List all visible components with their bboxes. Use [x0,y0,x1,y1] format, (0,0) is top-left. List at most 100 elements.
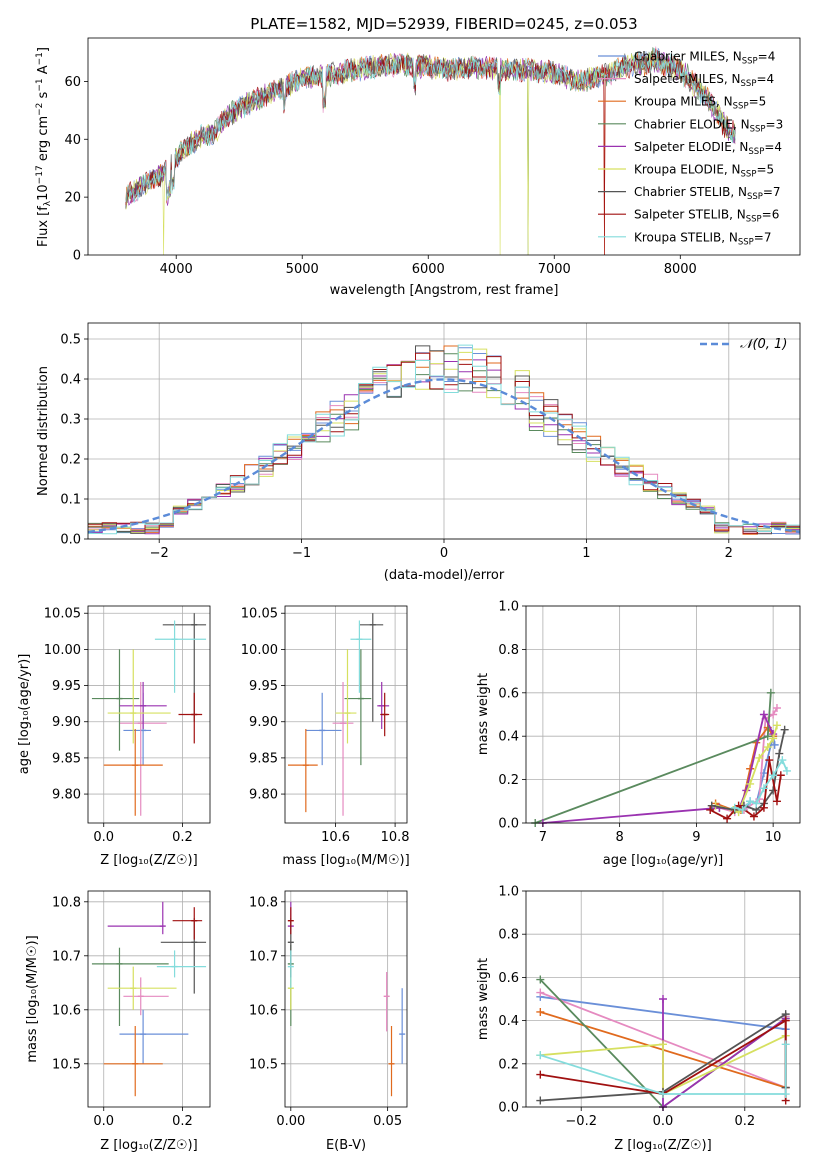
y-tick-label: 9.85 [249,751,278,766]
weight-marker [759,710,768,719]
weight-marker [536,975,545,984]
residuals-ylabel: Normed distribution [36,366,51,496]
mass-vs-ebv-panel: 0.00 0.05 10.5 10.6 10.7 10.8 E(B-V) [249,890,408,1153]
weight-marker [707,801,716,810]
weight-marker [659,1040,667,1049]
weight-marker [781,1040,790,1049]
y-tick-label: 10.8 [249,895,278,910]
x-tick-label: 6000 [412,262,445,277]
y-tick-label: 0.6 [498,971,519,986]
x-tick-label: −0.2 [565,1114,597,1129]
y-tick-label: 9.80 [249,788,278,803]
y-tick-label: 0.2 [498,773,519,788]
mass-vs-z-xlabel: Z [log₁₀(Z/Z☉)] [100,1138,197,1153]
y-tick-label: 0.1 [60,493,81,508]
weight-marker [749,812,758,821]
weight-vs-age-panel: 7 8 9 10 0.0 0.2 0.4 0.6 0.8 1.0 age [log₁₀(age/y… [476,600,801,868]
weight-marker [759,803,768,812]
x-tick-label: −1 [292,546,311,561]
y-tick-label: 1.0 [498,885,519,900]
weight-vs-z-ylabel: mass weight [476,958,491,1040]
legend-entry: Kroupa STELIB, NSSP=7 [634,230,772,247]
x-tick-label: 0.0 [93,1114,114,1129]
y-tick-label: 0.6 [498,686,519,701]
weight-marker [738,805,747,814]
y-tick-label: 9.95 [52,679,81,694]
residuals-xlabel: (data-model)/error [384,568,505,583]
weight-marker [536,988,545,997]
y-tick-label: 40 [64,133,81,148]
y-tick-label: 0.0 [60,533,81,548]
weight-vs-z-panel: −0.2 0.0 0.2 0.0 0.2 0.4 0.6 0.8 1.0 Z [log₁₀(Z/… [476,885,801,1153]
weight-marker [659,1090,667,1099]
y-tick-label: 10.00 [44,643,81,658]
weight-marker [772,703,781,712]
legend-entry: Salpeter ELODIE, NSSP=4 [634,140,782,157]
weight-series-line [734,758,788,812]
weight-marker [769,734,778,743]
y-tick-label: 1.0 [498,600,519,615]
weight-marker [769,710,778,719]
y-tick-label: 9.90 [249,715,278,730]
legend-entry: Chabrier STELIB, NSSP=7 [634,185,781,202]
mass-vs-z-ylabel: mass [log₁₀(M/M☉)] [25,935,40,1062]
weight-vs-age-frame [525,605,801,824]
age-vs-mass-xlabel: mass [log₁₀(M/M☉)] [282,853,409,868]
x-tick-label: 4000 [160,262,193,277]
y-tick-label: 20 [64,191,81,206]
x-tick-label: −2 [150,546,169,561]
weight-marker [746,797,755,806]
spectrum-series-line [125,51,736,209]
x-tick-label: 1 [582,546,590,561]
gaussian-legend-label: 𝒩(0, 1) [740,337,787,352]
y-tick-label: 0.0 [498,817,519,832]
weight-series-line [709,759,782,820]
y-tick-label: 10.7 [249,949,278,964]
y-tick-label: 9.80 [52,788,81,803]
x-tick-label: 0.2 [172,830,193,845]
weight-marker [770,740,779,749]
spectrum-frame [87,37,801,256]
weight-marker [536,1070,545,1079]
weight-marker [763,732,772,741]
weight-marker [776,771,785,780]
mass-vs-z-panel: 0.0 0.2 10.5 10.6 10.7 10.8 Z [log₁₀(Z/Z☉)] m… [25,890,211,1153]
age-vs-z-ylabel: age [log₁₀(age/yr)] [17,654,32,775]
spectrum-ylabel: Flux [fλ10−17 erg cm−2 s−1 A−1] [35,47,53,247]
weight-marker [782,766,791,775]
legend-entry: Chabrier MILES, NSSP=4 [634,50,775,67]
y-tick-label: 10.05 [44,607,81,622]
y-tick-label: 9.85 [52,751,81,766]
weight-marker [780,725,789,734]
weight-marker [778,756,787,765]
y-tick-label: 0.4 [60,373,81,388]
weight-marker [772,721,781,730]
legend-entry: Kroupa ELODIE, NSSP=5 [634,163,774,180]
legend-entry: Salpeter MILES, NSSP=4 [634,72,774,89]
x-tick-label: 10 [765,830,782,845]
x-tick-label: 0.0 [93,830,114,845]
weight-vs-age-ylabel: mass weight [476,673,491,755]
x-tick-label: 7000 [538,262,571,277]
y-tick-label: 9.90 [52,715,81,730]
x-tick-label: 7 [539,830,547,845]
x-tick-label: 8 [615,830,623,845]
x-tick-label: 2 [725,546,733,561]
residuals-panel: −2 −1 0 1 2 0.0 0.1 0.2 0.3 0.4 0.5 (data-model)/e… [36,322,801,583]
weight-marker [746,779,755,788]
weight-marker [772,797,781,806]
y-tick-label: 60 [64,75,81,90]
spectrum-panel: PLATE=1582, MJD=52939, FIBERID=0245, z=0… [35,15,801,298]
y-tick-label: 10.6 [249,1003,278,1018]
mass-vs-z-frame [87,890,211,1108]
weight-vs-age-xlabel: age [log₁₀(age/yr)] [603,853,724,868]
age-vs-z-frame [87,605,211,824]
legend-entry: Salpeter STELIB, NSSP=6 [634,208,779,225]
weight-marker [755,753,764,762]
y-tick-label: 0.4 [498,730,519,745]
weight-marker [723,814,732,823]
x-tick-label: 0.2 [172,1114,193,1129]
y-tick-label: 0.5 [60,333,81,348]
weight-marker [752,799,761,808]
x-tick-label: 0.0 [653,1114,674,1129]
